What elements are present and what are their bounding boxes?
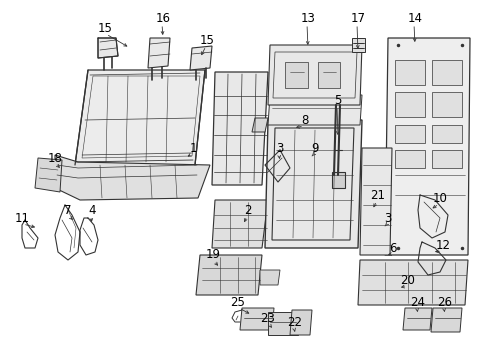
Polygon shape <box>148 38 170 68</box>
Text: 4: 4 <box>88 203 96 216</box>
Polygon shape <box>75 70 204 165</box>
Polygon shape <box>317 62 339 88</box>
Text: 17: 17 <box>350 12 365 24</box>
Polygon shape <box>260 270 280 285</box>
Polygon shape <box>212 72 267 185</box>
Text: 20: 20 <box>400 274 415 287</box>
Polygon shape <box>267 45 361 105</box>
Text: 3: 3 <box>384 212 391 225</box>
Text: 1: 1 <box>189 141 196 154</box>
Polygon shape <box>251 118 267 132</box>
Text: 2: 2 <box>244 203 251 216</box>
Polygon shape <box>267 95 361 125</box>
Polygon shape <box>190 46 212 70</box>
Polygon shape <box>431 125 461 143</box>
Polygon shape <box>431 92 461 117</box>
Polygon shape <box>384 38 469 255</box>
Text: 6: 6 <box>388 242 396 255</box>
Polygon shape <box>55 155 209 200</box>
Polygon shape <box>98 38 118 58</box>
Text: 24: 24 <box>409 296 425 309</box>
Text: 12: 12 <box>435 239 449 252</box>
Polygon shape <box>240 308 273 330</box>
Text: 5: 5 <box>334 94 341 107</box>
Polygon shape <box>267 312 297 335</box>
Polygon shape <box>402 308 431 330</box>
Polygon shape <box>357 260 467 305</box>
Text: 10: 10 <box>432 192 447 204</box>
Polygon shape <box>331 172 345 188</box>
Polygon shape <box>431 60 461 85</box>
Text: 11: 11 <box>15 212 29 225</box>
Polygon shape <box>196 255 262 295</box>
Polygon shape <box>359 148 391 255</box>
Text: 22: 22 <box>287 315 302 328</box>
Text: 19: 19 <box>205 248 220 261</box>
Polygon shape <box>285 62 307 88</box>
Polygon shape <box>394 60 424 85</box>
Polygon shape <box>394 150 424 168</box>
Text: 13: 13 <box>300 12 315 24</box>
Text: 21: 21 <box>370 189 385 202</box>
Text: 7: 7 <box>64 203 72 216</box>
Text: 15: 15 <box>199 33 214 46</box>
Polygon shape <box>212 200 267 248</box>
Text: 16: 16 <box>155 12 170 24</box>
Polygon shape <box>35 158 62 192</box>
Text: 25: 25 <box>230 296 245 309</box>
Text: 14: 14 <box>407 12 422 24</box>
Polygon shape <box>431 150 461 168</box>
Text: 9: 9 <box>311 141 318 154</box>
Text: 26: 26 <box>437 296 451 309</box>
Text: 15: 15 <box>98 22 112 35</box>
Polygon shape <box>351 38 364 52</box>
Polygon shape <box>430 308 461 332</box>
Text: 18: 18 <box>47 152 62 165</box>
Text: 23: 23 <box>260 311 275 324</box>
Polygon shape <box>264 120 361 248</box>
Text: 8: 8 <box>301 113 308 126</box>
Polygon shape <box>289 310 311 335</box>
Text: 3: 3 <box>276 141 283 154</box>
Polygon shape <box>394 92 424 117</box>
Polygon shape <box>394 125 424 143</box>
